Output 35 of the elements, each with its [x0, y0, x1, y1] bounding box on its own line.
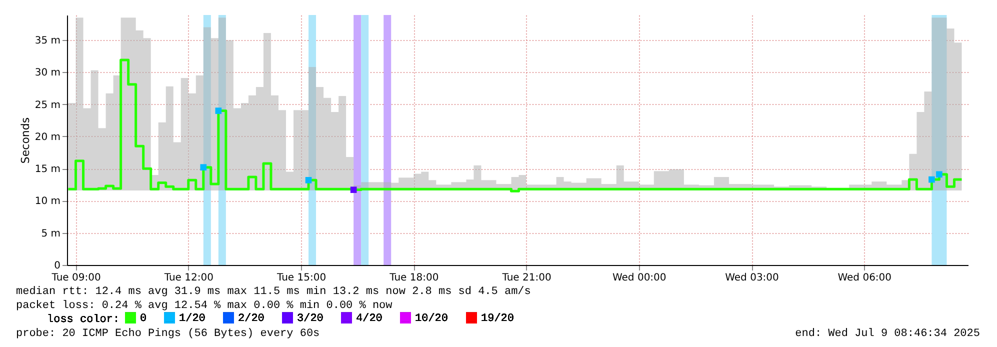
- legend-label: 1/20: [179, 312, 206, 325]
- x-tick-label: Tue 12:00: [163, 272, 214, 284]
- x-tick-label: Tue 18:00: [388, 272, 439, 284]
- y-tick-label: 35 m: [34, 36, 60, 47]
- y-tick-label: 5 m: [41, 228, 60, 240]
- point: [928, 176, 935, 183]
- text: median rtt: 12.4 ms avg 31.9 ms max 11.5 ms min 13.2 ms now 2.8 ms sd 4.5 am/s: [16, 286, 531, 298]
- y-tick-label: 30 m: [34, 68, 60, 79]
- text: end: Wed Jul 9 08:46:34 2025: [795, 328, 980, 340]
- x-tick-label: Wed 03:00: [725, 272, 779, 284]
- y-tick-label: 0: [54, 260, 60, 272]
- y-tick-label: 20 m: [34, 132, 60, 143]
- legend-label: 2/20: [238, 312, 264, 325]
- y-tick-label: 25 m: [34, 100, 60, 111]
- legend-label: 10/20: [415, 312, 448, 325]
- point: [305, 177, 312, 184]
- y-tick-label: 10 m: [34, 196, 60, 208]
- legend-label: 19/20: [481, 312, 514, 325]
- text: probe: 20 ICMP Echo Pings (56 Bytes) every 60s: [16, 328, 320, 340]
- legend-label: 0: [140, 312, 147, 325]
- point: [215, 108, 222, 114]
- x-tick-label: Wed 06:00: [838, 272, 892, 284]
- x-tick-label: Tue 09:00: [50, 272, 101, 284]
- y-axis-title: Seconds: [18, 117, 32, 164]
- legend-label: 4/20: [356, 312, 382, 325]
- legend-title: loss color:: [47, 314, 120, 326]
- x-tick-label: Tue 15:00: [276, 272, 326, 284]
- legend-label: 3/20: [297, 312, 324, 325]
- text: packet loss: 0.24 % avg 12.54 % max 0.00 % min 0.00 % now: [16, 300, 393, 312]
- point: [350, 186, 357, 193]
- x-tick-label: Wed 00:00: [612, 272, 666, 284]
- y-tick-label: 15 m: [34, 164, 60, 176]
- x-tick-label: Tue 21:00: [501, 272, 552, 284]
- point: [936, 171, 942, 178]
- point: [200, 164, 207, 170]
